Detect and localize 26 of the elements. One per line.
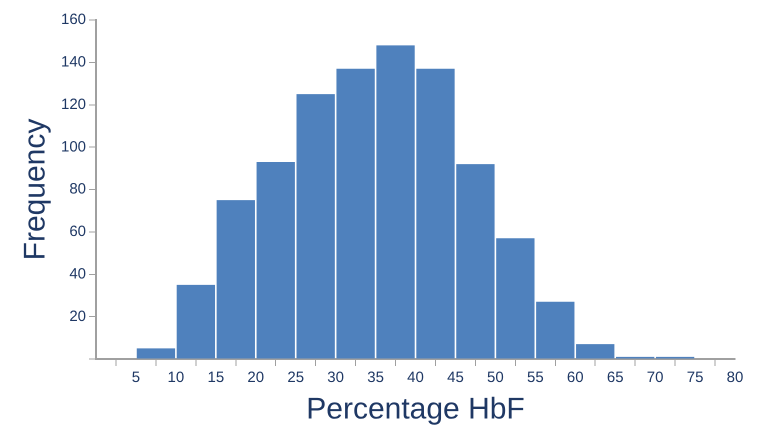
y-tick-label: 100 [60, 138, 86, 156]
y-tick-label: 120 [60, 96, 86, 113]
x-tick-label: 5 [132, 369, 140, 386]
x-tick-label: 10 [168, 369, 184, 386]
x-tick-label: 45 [447, 369, 464, 386]
y-tick-label: 60 [69, 223, 86, 240]
x-tick-label: 55 [526, 369, 544, 386]
x-tick-label: 75 [686, 369, 704, 386]
y-tick-label: 80 [69, 180, 86, 198]
x-tick-label: 40 [407, 369, 424, 386]
x-axis-title: Percentage HbF [306, 392, 525, 426]
x-tick-label: 70 [646, 369, 664, 386]
y-tick-label: 160 [60, 11, 86, 28]
y-tick-label: 140 [60, 54, 86, 71]
x-tick-label: 35 [367, 369, 384, 386]
x-tick-label: 65 [606, 369, 624, 386]
y-tick-label: 40 [69, 265, 86, 282]
x-tick-label: 15 [207, 369, 224, 386]
x-tick-label: 60 [566, 369, 584, 386]
y-tick-label: 20 [69, 308, 86, 325]
x-tick-label: 20 [247, 369, 264, 386]
x-tick-label: 25 [287, 369, 304, 386]
x-tick-label: 80 [726, 369, 744, 386]
x-tick-label: 30 [327, 369, 344, 386]
y-axis-title: Frequency [18, 118, 52, 260]
x-tick-label: 50 [487, 369, 504, 386]
